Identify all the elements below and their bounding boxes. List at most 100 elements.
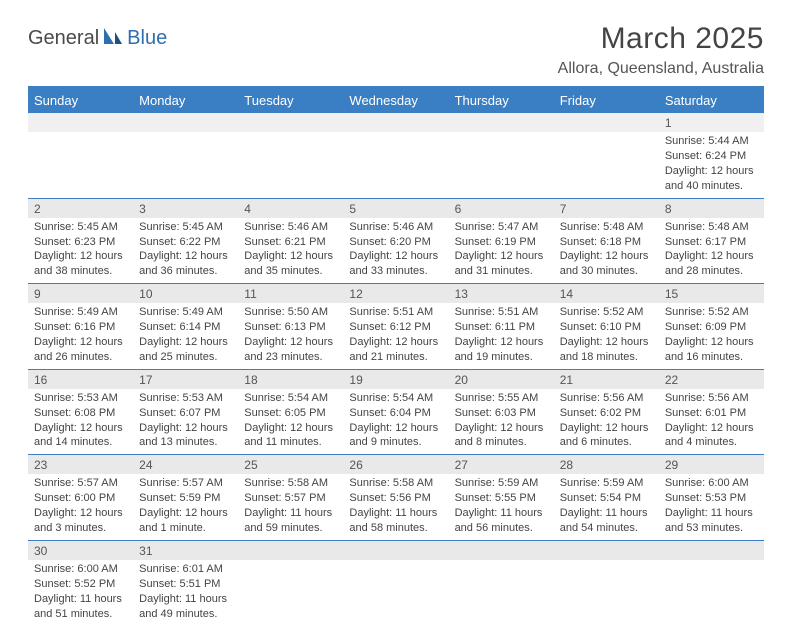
sunrise-text: Sunrise: 5:51 AM: [349, 305, 442, 320]
calendar-row: 2Sunrise: 5:45 AMSunset: 6:23 PMDaylight…: [28, 198, 764, 284]
calendar-cell: [449, 113, 554, 198]
day-number: 25: [238, 455, 343, 474]
sunrise-text: Sunrise: 5:52 AM: [665, 305, 758, 320]
calendar-cell: 15Sunrise: 5:52 AMSunset: 6:09 PMDayligh…: [659, 284, 764, 370]
sunset-text: Sunset: 6:19 PM: [455, 235, 548, 250]
daylight-text: Daylight: 11 hours and 53 minutes.: [665, 506, 758, 536]
calendar-row: 9Sunrise: 5:49 AMSunset: 6:16 PMDaylight…: [28, 284, 764, 370]
sunrise-text: Sunrise: 5:45 AM: [34, 220, 127, 235]
day-number: 16: [28, 370, 133, 389]
day-number: [449, 541, 554, 560]
sunset-text: Sunset: 5:54 PM: [560, 491, 653, 506]
day-body: Sunrise: 6:00 AMSunset: 5:52 PMDaylight:…: [28, 560, 133, 625]
day-number: 28: [554, 455, 659, 474]
calendar-cell: 29Sunrise: 6:00 AMSunset: 5:53 PMDayligh…: [659, 455, 764, 541]
calendar-cell: 23Sunrise: 5:57 AMSunset: 6:00 PMDayligh…: [28, 455, 133, 541]
calendar-cell: 31Sunrise: 6:01 AMSunset: 5:51 PMDayligh…: [133, 540, 238, 625]
sunrise-text: Sunrise: 6:00 AM: [34, 562, 127, 577]
calendar-cell: 28 Sunrise: 5:59 AMSunset: 5:54 PMDayligh…: [554, 455, 659, 541]
sunrise-text: Sunrise: 6:01 AM: [139, 562, 232, 577]
calendar-cell: 11Sunrise: 5:50 AMSunset: 6:13 PMDayligh…: [238, 284, 343, 370]
calendar-cell: 8Sunrise: 5:48 AMSunset: 6:17 PMDaylight…: [659, 198, 764, 284]
day-body: Sunrise: 5:58 AMSunset: 5:56 PMDaylight:…: [343, 474, 448, 539]
calendar-cell: 9Sunrise: 5:49 AMSunset: 6:16 PMDaylight…: [28, 284, 133, 370]
header: General Blue March 2025 Allora, Queensla…: [28, 22, 764, 78]
day-number: 22: [659, 370, 764, 389]
daylight-text: Daylight: 12 hours and 9 minutes.: [349, 421, 442, 451]
calendar-cell: 26Sunrise: 5:58 AMSunset: 5:56 PMDayligh…: [343, 455, 448, 541]
calendar-cell: 1Sunrise: 5:44 AMSunset: 6:24 PMDaylight…: [659, 113, 764, 198]
day-body: Sunrise: 5:51 AMSunset: 6:12 PMDaylight:…: [343, 303, 448, 368]
calendar-cell: [238, 113, 343, 198]
day-number: 31: [133, 541, 238, 560]
calendar-cell: 7Sunrise: 5:48 AMSunset: 6:18 PMDaylight…: [554, 198, 659, 284]
calendar-cell: 12Sunrise: 5:51 AMSunset: 6:12 PMDayligh…: [343, 284, 448, 370]
daylight-text: Daylight: 12 hours and 11 minutes.: [244, 421, 337, 451]
calendar-row: 16Sunrise: 5:53 AMSunset: 6:08 PMDayligh…: [28, 369, 764, 455]
daylight-text: Daylight: 12 hours and 6 minutes.: [560, 421, 653, 451]
calendar-cell: 24Sunrise: 5:57 AMSunset: 5:59 PMDayligh…: [133, 455, 238, 541]
day-number: 18: [238, 370, 343, 389]
day-body: Sunrise: 5:58 AMSunset: 5:57 PMDaylight:…: [238, 474, 343, 539]
daylight-text: Daylight: 12 hours and 23 minutes.: [244, 335, 337, 365]
location-subtitle: Allora, Queensland, Australia: [558, 60, 764, 78]
day-body: Sunrise: 6:00 AMSunset: 5:53 PMDaylight:…: [659, 474, 764, 539]
sunrise-text: Sunrise: 5:59 AM: [560, 476, 653, 491]
brand-part1: General: [28, 27, 99, 50]
sunrise-text: Sunrise: 5:58 AM: [349, 476, 442, 491]
day-body: Sunrise: 5:57 AMSunset: 5:59 PMDaylight:…: [133, 474, 238, 539]
day-number: [238, 541, 343, 560]
sunrise-text: Sunrise: 5:49 AM: [139, 305, 232, 320]
calendar-cell: 2Sunrise: 5:45 AMSunset: 6:23 PMDaylight…: [28, 198, 133, 284]
day-body: Sunrise: 5:59 AMSunset: 5:55 PMDaylight:…: [449, 474, 554, 539]
day-number: 10: [133, 284, 238, 303]
daylight-text: Daylight: 12 hours and 19 minutes.: [455, 335, 548, 365]
day-number: 20: [449, 370, 554, 389]
day-body: Sunrise: 5:46 AMSunset: 6:20 PMDaylight:…: [343, 218, 448, 283]
sunset-text: Sunset: 6:07 PM: [139, 406, 232, 421]
sunset-text: Sunset: 6:12 PM: [349, 320, 442, 335]
sunset-text: Sunset: 6:00 PM: [34, 491, 127, 506]
day-body: Sunrise: 5:44 AMSunset: 6:24 PMDaylight:…: [659, 132, 764, 197]
calendar-cell: 17Sunrise: 5:53 AMSunset: 6:07 PMDayligh…: [133, 369, 238, 455]
brand-logo: General Blue: [28, 22, 167, 51]
sunset-text: Sunset: 6:09 PM: [665, 320, 758, 335]
day-body: Sunrise: 5:54 AMSunset: 6:05 PMDaylight:…: [238, 389, 343, 454]
sunset-text: Sunset: 5:59 PM: [139, 491, 232, 506]
calendar-table: Sunday Monday Tuesday Wednesday Thursday…: [28, 86, 764, 625]
day-number: 4: [238, 199, 343, 218]
daylight-text: Daylight: 11 hours and 56 minutes.: [455, 506, 548, 536]
sunrise-text: Sunrise: 5:56 AM: [560, 391, 653, 406]
sunrise-text: Sunrise: 5:48 AM: [560, 220, 653, 235]
sunrise-text: Sunrise: 5:53 AM: [139, 391, 232, 406]
daylight-text: Daylight: 11 hours and 54 minutes.: [560, 506, 653, 536]
calendar-cell: 14Sunrise: 5:52 AMSunset: 6:10 PMDayligh…: [554, 284, 659, 370]
daylight-text: Daylight: 12 hours and 3 minutes.: [34, 506, 127, 536]
calendar-row: 23Sunrise: 5:57 AMSunset: 6:00 PMDayligh…: [28, 455, 764, 541]
daylight-text: Daylight: 12 hours and 26 minutes.: [34, 335, 127, 365]
sunrise-text: Sunrise: 5:52 AM: [560, 305, 653, 320]
calendar-cell: 13Sunrise: 5:51 AMSunset: 6:11 PMDayligh…: [449, 284, 554, 370]
calendar-cell: [238, 540, 343, 625]
sunrise-text: Sunrise: 5:47 AM: [455, 220, 548, 235]
calendar-cell: [133, 113, 238, 198]
day-body: Sunrise: 6:01 AMSunset: 5:51 PMDaylight:…: [133, 560, 238, 625]
sunrise-text: Sunrise: 5:53 AM: [34, 391, 127, 406]
day-number: 13: [449, 284, 554, 303]
day-body: Sunrise: 5:52 AMSunset: 6:10 PMDaylight:…: [554, 303, 659, 368]
calendar-cell: 21Sunrise: 5:56 AMSunset: 6:02 PMDayligh…: [554, 369, 659, 455]
calendar-cell: 3Sunrise: 5:45 AMSunset: 6:22 PMDaylight…: [133, 198, 238, 284]
day-number: 7: [554, 199, 659, 218]
day-number: 29: [659, 455, 764, 474]
sunset-text: Sunset: 6:17 PM: [665, 235, 758, 250]
sunrise-text: Sunrise: 5:49 AM: [34, 305, 127, 320]
day-body: Sunrise: 5:57 AMSunset: 6:00 PMDaylight:…: [28, 474, 133, 539]
daylight-text: Daylight: 12 hours and 38 minutes.: [34, 249, 127, 279]
sunset-text: Sunset: 6:16 PM: [34, 320, 127, 335]
day-number: 2: [28, 199, 133, 218]
daylight-text: Daylight: 12 hours and 21 minutes.: [349, 335, 442, 365]
day-number: [28, 113, 133, 132]
day-number: 11: [238, 284, 343, 303]
day-number: [343, 541, 448, 560]
day-number: [133, 113, 238, 132]
